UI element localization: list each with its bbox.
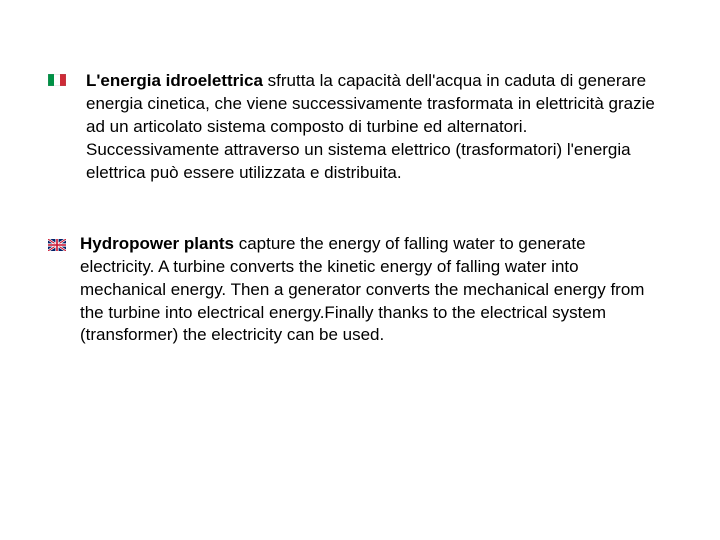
italian-lead: L'energia idroelettrica	[86, 71, 263, 90]
italian-paragraph: L'energia idroelettrica sfrutta la capac…	[80, 70, 660, 185]
slide-content: L'energia idroelettrica sfrutta la capac…	[48, 70, 660, 395]
italy-flag-icon	[48, 74, 66, 86]
uk-flag-icon	[48, 239, 66, 251]
english-lead: Hydropower plants	[80, 234, 234, 253]
english-section: Hydropower plants capture the energy of …	[48, 233, 660, 348]
italian-section: L'energia idroelettrica sfrutta la capac…	[48, 70, 660, 185]
english-paragraph: Hydropower plants capture the energy of …	[80, 233, 660, 348]
